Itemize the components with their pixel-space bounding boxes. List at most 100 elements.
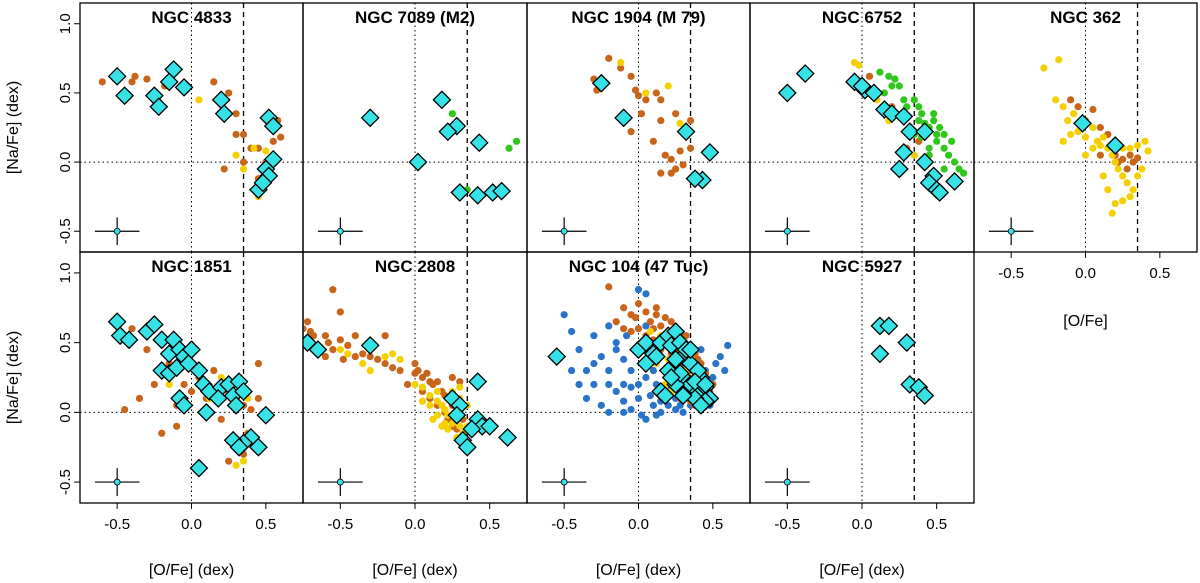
orange-point: [1089, 105, 1097, 114]
yellow-point: [1129, 186, 1137, 194]
green-point: [876, 68, 884, 76]
x-axis-label: [O/Fe] (dex): [372, 562, 457, 579]
yellow-point: [1099, 172, 1107, 180]
diamond-point: [248, 437, 268, 457]
x-tick-label: 0.5: [255, 516, 276, 533]
blue-point: [679, 408, 687, 416]
diamond-point: [253, 173, 273, 193]
x-axis-label: [O/Fe] (dex): [596, 562, 681, 579]
diamond-point: [897, 333, 917, 353]
diamond-point: [777, 83, 797, 103]
yellow-point: [1064, 116, 1072, 125]
green-point: [933, 130, 941, 139]
diamond-point: [695, 375, 715, 394]
diamond-point: [492, 181, 512, 201]
yellow-point: [195, 96, 203, 104]
diamond-point: [144, 315, 164, 334]
yellow-point: [1096, 141, 1104, 150]
diamond-point: [894, 142, 914, 162]
diamond-point: [900, 122, 920, 142]
panel-title: NGC 1904 (M 79): [571, 8, 705, 27]
x-axis-label: [O/Fe] (dex): [149, 562, 234, 579]
blue-point: [605, 322, 613, 330]
orange-point: [448, 373, 456, 382]
x-tick-label: -0.5: [998, 265, 1024, 282]
green-point: [918, 110, 926, 118]
y-tick-label: 1.0: [57, 262, 74, 283]
orange-point: [232, 130, 240, 139]
blue-point: [716, 352, 724, 361]
error-bar-marker: [336, 478, 344, 486]
panel-ngc-7089-m2-: NGC 7089 (M2): [302, 2, 528, 253]
diamond-point: [915, 122, 935, 142]
green-point: [933, 137, 941, 145]
orange-point: [239, 158, 248, 166]
orange-point: [269, 137, 277, 145]
yellow-point: [1144, 147, 1152, 155]
blue-point: [605, 380, 613, 389]
orange-point: [329, 346, 337, 354]
orange-point: [631, 86, 640, 94]
yellow-point: [262, 147, 270, 155]
diamond-point: [360, 108, 380, 128]
x-axis-label: [O/Fe] (dex): [819, 562, 904, 579]
blue-point: [712, 359, 720, 368]
diamond-point: [308, 340, 328, 360]
orange-point: [150, 380, 158, 389]
blue-point: [634, 286, 643, 294]
orange-point: [220, 165, 228, 173]
blue-point: [560, 311, 568, 319]
yellow-point: [1126, 193, 1134, 201]
orange-point: [657, 96, 665, 104]
yellow-point: [1052, 96, 1060, 104]
panel-plot-area: [80, 252, 303, 503]
yellow-point: [1089, 123, 1097, 132]
diamond-point: [226, 395, 246, 415]
x-axis-label: [O/Fe]: [1063, 313, 1107, 330]
panel-ngc-6752: NGC 6752: [749, 2, 975, 253]
panel-title: NGC 104 (47 Tuc): [569, 257, 709, 276]
orange-point: [605, 283, 613, 291]
diamond-point: [107, 312, 127, 332]
y-tick-label: 1.0: [57, 13, 74, 34]
panel-ngc-1851: NGC 1851 -0.5 0.0 0.5 1.0 [Na/Fe] (dex) -0.5 0.…: [5, 251, 304, 579]
diamond-point: [159, 72, 179, 92]
yellow-point: [441, 405, 449, 414]
diamond-point: [174, 77, 194, 97]
blue-point: [672, 405, 680, 414]
diamond-point: [256, 405, 276, 425]
blue-point: [568, 327, 576, 336]
yellow-point: [1138, 165, 1146, 173]
diamond-point: [457, 437, 477, 457]
blue-point: [568, 366, 576, 375]
diamond-point: [614, 108, 634, 128]
diamond-point: [214, 104, 234, 124]
yellow-point: [1059, 103, 1067, 111]
panel-title: NGC 4833: [151, 8, 231, 27]
x-tick-label: 0.0: [1075, 265, 1096, 282]
blue-point: [646, 392, 654, 400]
yellow-point: [1114, 165, 1122, 173]
orange-point: [433, 378, 441, 386]
panel-plot-area: [303, 252, 527, 503]
blue-point: [724, 341, 732, 350]
green-point: [940, 144, 948, 152]
yellow-point: [1070, 110, 1078, 118]
y-axis-label: [Na/Fe] (dex): [5, 331, 22, 424]
green-point: [512, 137, 521, 145]
orange-point: [403, 380, 412, 389]
blue-point: [649, 401, 657, 409]
y-tick-label: -0.5: [57, 469, 74, 495]
diamond-point: [196, 402, 216, 422]
diamond-point: [447, 405, 467, 425]
green-point: [930, 110, 938, 118]
panel-plot-area: [750, 3, 974, 252]
yellow-point: [444, 425, 452, 433]
yellow-point: [456, 383, 464, 391]
orange-point: [637, 110, 646, 118]
diamond-point: [879, 316, 899, 336]
orange-point: [98, 78, 106, 86]
diamond-point: [480, 416, 500, 436]
diamond-point: [915, 152, 935, 172]
orange-point: [158, 429, 166, 437]
